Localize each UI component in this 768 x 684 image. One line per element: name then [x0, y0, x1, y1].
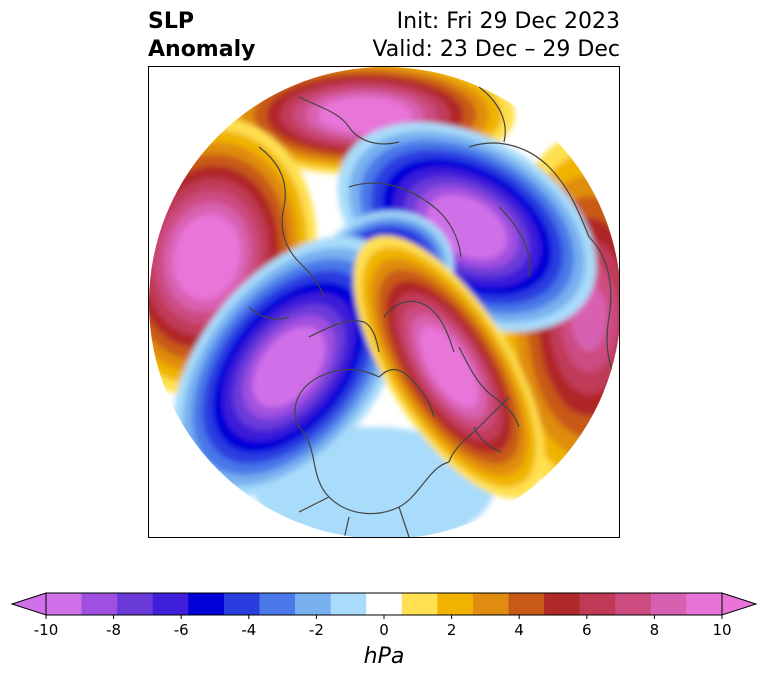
colorbar-cell [366, 593, 403, 615]
colorbar-tick-label: -6 [174, 621, 189, 639]
coastline [498, 206, 531, 278]
colorbar-cell [650, 593, 687, 615]
colorbar-cell [295, 593, 332, 615]
coastline [308, 320, 380, 353]
coastline [298, 426, 450, 515]
coastline [473, 426, 502, 453]
colorbar-cell [615, 593, 652, 615]
colorbar-tick-label: 4 [514, 621, 524, 639]
coastline [343, 516, 350, 537]
coastline [348, 182, 462, 258]
colorbar-overflow-arrow [721, 592, 758, 616]
title-line-2: Anomaly [148, 37, 256, 62]
coastline [383, 300, 455, 353]
colorbar-cell [330, 593, 367, 615]
colorbar-cell [259, 593, 296, 615]
coastline [468, 142, 590, 238]
coastline [298, 496, 330, 513]
colorbar-cell [223, 593, 260, 615]
colorbar-underflow-arrow [10, 592, 47, 616]
coastline [298, 261, 325, 298]
coastline [588, 236, 619, 388]
colorbar-tick-label: -4 [241, 621, 256, 639]
colorbar-cell [117, 593, 154, 615]
coastline [478, 86, 506, 143]
colorbar: -10 -8 -6 -4 -2 0 2 4 6 8 10 [10, 592, 758, 639]
colorbar-cell [152, 593, 189, 615]
negative-anomaly-gulf-of-alaska-contour [272, 348, 306, 386]
init-date: Init: Fri 29 Dec 2023 [396, 9, 620, 34]
colorbar-tick-label: -8 [106, 621, 121, 639]
map-frame [148, 66, 620, 538]
positive-anomaly-greenland-contour [435, 348, 463, 386]
colorbar-cell [686, 593, 723, 615]
coastline [298, 96, 400, 145]
coastline [258, 146, 300, 263]
title-line-1: SLP [148, 9, 194, 34]
colorbar-cell [544, 593, 581, 615]
map-dates: Init: Fri 29 Dec 2023 Valid: 23 Dec – 29… [372, 8, 620, 64]
positive-anomaly-greenland [353, 235, 545, 499]
positive-anomaly-scandinavia-contour [344, 106, 386, 124]
colorbar-cell [401, 593, 438, 615]
negative-anomaly-arctic-siberia-contour [449, 212, 485, 242]
colorbar-cell [472, 593, 509, 615]
coastline [378, 368, 435, 418]
colorbar-tick-label: -10 [34, 621, 59, 639]
negative-anomaly-gulf-of-alaska [172, 236, 406, 498]
valid-range: Valid: 23 Dec – 29 Dec [372, 37, 620, 62]
polar-map [149, 67, 619, 537]
coastline [448, 396, 510, 463]
colorbar-cell [437, 593, 474, 615]
coastline [248, 306, 290, 320]
colorbar-cell [579, 593, 616, 615]
colorbar-cell [188, 593, 225, 615]
positive-anomaly-north-pacific-contour [191, 237, 223, 277]
colorbar-tick-label: 8 [650, 621, 660, 639]
colorbar-tick-label: 6 [582, 621, 592, 639]
coastline [398, 506, 410, 537]
colorbar-tick-label: 0 [379, 621, 389, 639]
coastline [458, 346, 520, 428]
coastline [294, 368, 380, 428]
colorbar-cell [508, 593, 545, 615]
colorbar-tick-label: 2 [447, 621, 457, 639]
map-title: SLP Anomaly [148, 8, 255, 64]
colorbar-cell [81, 593, 118, 615]
colorbar-tick-label: 10 [712, 621, 731, 639]
colorbar-cell [46, 593, 82, 615]
colorbar-tick-label: -2 [309, 621, 324, 639]
colorbar-units: hPa [363, 644, 405, 669]
